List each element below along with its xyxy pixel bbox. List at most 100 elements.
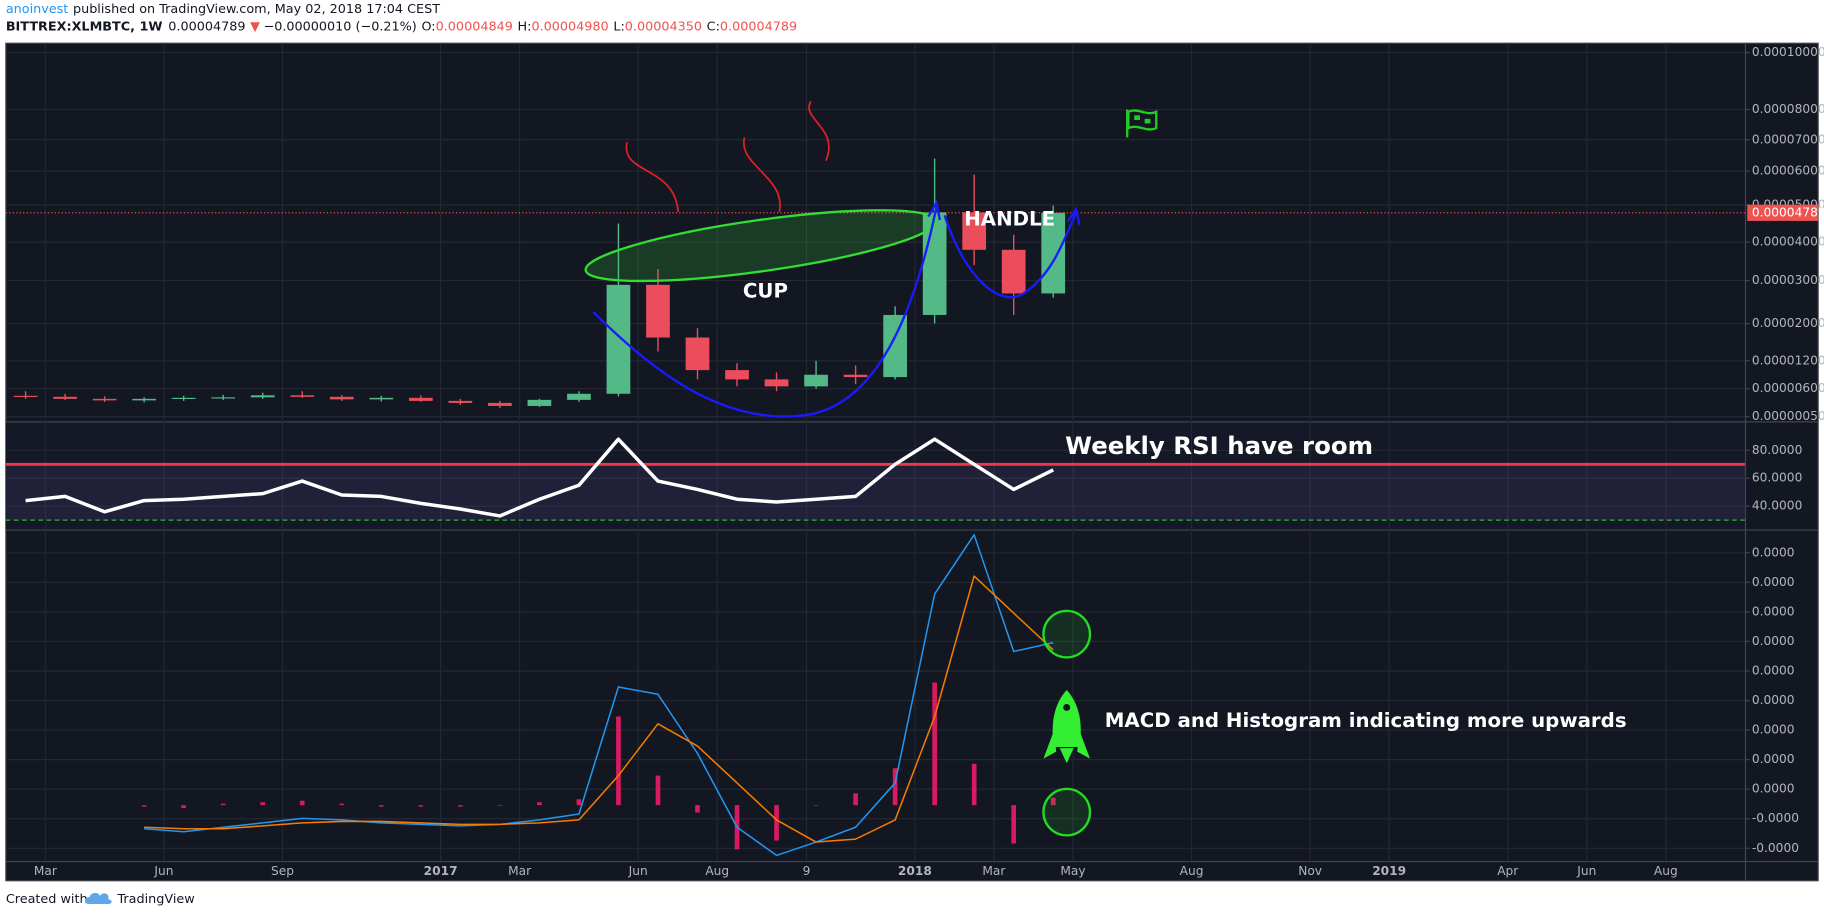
y-tick-label: 0.00010000	[1752, 45, 1824, 59]
y-tick-label: 0.00000600	[1752, 381, 1824, 395]
arrow-head	[927, 199, 942, 221]
handle-curve	[943, 212, 1078, 299]
open-label: O:	[421, 19, 435, 34]
rocket-window	[1063, 703, 1071, 711]
candle-body	[408, 397, 433, 401]
histogram-bar	[853, 793, 858, 806]
published: published on TradingView.com, May 02, 20…	[73, 2, 440, 17]
candle-body	[250, 395, 275, 398]
candle-body	[1041, 212, 1066, 294]
histogram-bar	[971, 763, 977, 806]
candle-body	[53, 396, 77, 399]
y-tick-label: 0.0000	[1752, 575, 1795, 589]
publish-line: anoinvest published on TradingView.com, M…	[6, 2, 440, 17]
y-tick-label: 0.00008000	[1752, 102, 1824, 116]
y-tick-label: 0.0000	[1752, 752, 1795, 766]
data-layer: 0.00010000 0.00008000 0.00007000 0.00006000…	[5, 43, 1824, 878]
x-tick-label: 9	[803, 864, 811, 878]
red-squiggle	[625, 141, 680, 212]
low-label: L:	[613, 19, 624, 34]
y-tick-label: 0.0000	[1752, 723, 1795, 737]
x-tick-label: 2018	[898, 864, 932, 878]
rocket-fin	[1077, 730, 1090, 759]
candle-body	[211, 397, 236, 399]
tradingview-link[interactable]: TradingView	[116, 892, 194, 907]
y-tick-label: 0.0000	[1752, 693, 1795, 707]
x-tick-label: Apr	[1497, 864, 1519, 878]
x-tick-label: Mar	[34, 864, 58, 878]
high-label: H:	[518, 19, 532, 34]
histogram-bar	[339, 803, 345, 806]
candle-body	[567, 393, 591, 400]
last: 0.00004789	[168, 19, 245, 34]
histogram-bar	[181, 805, 187, 809]
histogram-bar	[220, 803, 226, 806]
histogram-bar	[813, 805, 819, 806]
candle-body	[171, 397, 196, 400]
author[interactable]: anoinvest	[6, 2, 69, 17]
histogram-bar	[616, 716, 621, 806]
created-with: Created with	[6, 892, 88, 907]
y-tick-label: 0.00004000	[1752, 235, 1824, 249]
x-tick-label: Aug	[705, 864, 729, 878]
candle-body	[329, 396, 354, 400]
candle-body	[843, 374, 868, 378]
symbol-line: BITTREX:XLMBTC, 1W 0.00004789 ▼ −0.00000010…	[6, 19, 797, 34]
highlight-circle	[1042, 787, 1092, 837]
x-tick-label: Mar	[508, 864, 532, 878]
cup-label: CUP	[743, 280, 788, 303]
red-squiggle	[808, 100, 830, 162]
histogram-bar	[774, 805, 779, 841]
candle-body	[883, 314, 907, 378]
red-squiggle	[743, 137, 781, 213]
rsi-note: Weekly RSI have room	[1065, 431, 1373, 460]
histogram-bar	[1011, 805, 1017, 844]
rocket-flame	[1059, 748, 1074, 764]
y-tick-label: 40.0000	[1752, 499, 1802, 513]
candle-body	[725, 370, 749, 380]
rocket-fin	[1043, 730, 1057, 759]
rocket-body	[1052, 689, 1081, 747]
cup-curve	[592, 206, 938, 418]
x-tick-label: May	[1060, 864, 1085, 878]
y-tick-label: 0.0000	[1752, 604, 1795, 618]
y-tick-label: 0.00003000	[1752, 273, 1824, 287]
change-arrow: ▼	[250, 19, 260, 34]
histogram-bar	[892, 768, 898, 806]
low: 0.00004350	[625, 19, 702, 34]
histogram-bar	[378, 805, 384, 807]
x-tick-label: Jun	[1576, 864, 1596, 878]
histogram-bar	[299, 800, 305, 806]
histogram-bar	[1050, 797, 1056, 806]
histogram-bar	[655, 775, 661, 806]
high: 0.00004980	[531, 19, 608, 34]
macd-note: MACD and Histogram indicating more upwar…	[1105, 709, 1627, 732]
y-tick-label: -0.0000	[1752, 841, 1799, 855]
candle-body	[764, 379, 789, 387]
x-tick-label: Jun	[153, 864, 173, 878]
x-tick-label: 2017	[424, 864, 458, 878]
macd-line	[144, 534, 1054, 857]
candle-body	[290, 395, 315, 397]
highlight-circle	[1042, 609, 1092, 659]
tradingview-logo[interactable]	[85, 892, 112, 905]
y-tick-label: 0.0000	[1752, 545, 1795, 559]
y-tick-label: 0.00007000	[1752, 132, 1824, 146]
cup-ellipse	[584, 209, 938, 283]
candle-body	[804, 374, 828, 387]
histogram-bar	[458, 805, 463, 807]
x-tick-label: Jun	[628, 864, 648, 878]
handle-label: HANDLE	[964, 208, 1055, 231]
close-label: C:	[707, 19, 720, 34]
y-tick-label: -0.0000	[1752, 811, 1799, 825]
drawings: CUP HANDLE Weekly RSI have room MACD and…	[584, 100, 1627, 837]
candle-body	[448, 400, 473, 403]
y-tick-label: 0.00002000	[1752, 316, 1824, 330]
histogram-bar	[260, 802, 266, 806]
candle-body	[685, 337, 710, 371]
rsi-pane	[5, 422, 1745, 530]
histogram-bar	[497, 805, 503, 806]
histogram-bar	[932, 682, 937, 806]
x-tick-label: Mar	[982, 864, 1006, 878]
